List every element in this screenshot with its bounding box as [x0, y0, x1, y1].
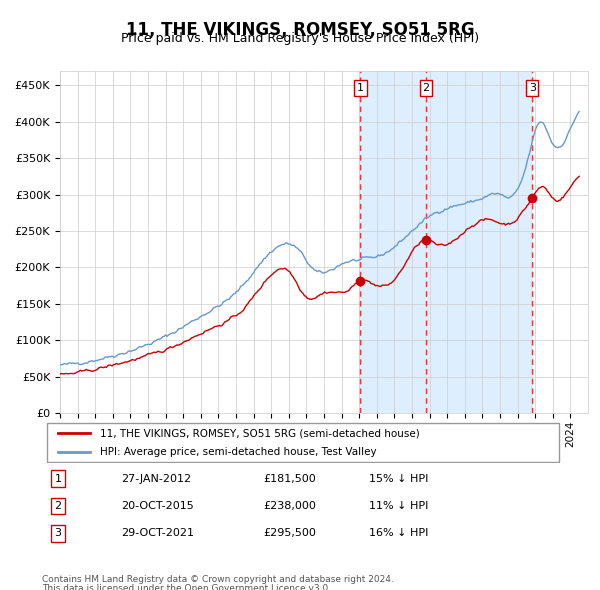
Text: 2: 2 [422, 83, 430, 93]
Text: This data is licensed under the Open Government Licence v3.0.: This data is licensed under the Open Gov… [42, 584, 331, 590]
Text: 27-JAN-2012: 27-JAN-2012 [121, 474, 191, 484]
Text: Contains HM Land Registry data © Crown copyright and database right 2024.: Contains HM Land Registry data © Crown c… [42, 575, 394, 584]
Text: 2: 2 [54, 501, 61, 511]
Text: 3: 3 [55, 528, 61, 538]
Bar [361, 71, 532, 413]
Text: 29-OCT-2021: 29-OCT-2021 [121, 528, 194, 538]
Text: 1: 1 [357, 83, 364, 93]
Text: 20-OCT-2015: 20-OCT-2015 [121, 501, 194, 511]
Text: £238,000: £238,000 [264, 501, 317, 511]
Text: 3: 3 [529, 83, 536, 93]
Text: Price paid vs. HM Land Registry's House Price Index (HPI): Price paid vs. HM Land Registry's House … [121, 32, 479, 45]
Text: HPI: Average price, semi-detached house, Test Valley: HPI: Average price, semi-detached house,… [100, 447, 377, 457]
Text: 11% ↓ HPI: 11% ↓ HPI [370, 501, 429, 511]
Text: 16% ↓ HPI: 16% ↓ HPI [370, 528, 429, 538]
Text: 11, THE VIKINGS, ROMSEY, SO51 5RG (semi-detached house): 11, THE VIKINGS, ROMSEY, SO51 5RG (semi-… [100, 428, 420, 438]
Text: 11, THE VIKINGS, ROMSEY, SO51 5RG: 11, THE VIKINGS, ROMSEY, SO51 5RG [125, 21, 475, 39]
Text: 1: 1 [55, 474, 61, 484]
FancyBboxPatch shape [47, 423, 559, 463]
Text: £181,500: £181,500 [264, 474, 317, 484]
Text: £295,500: £295,500 [264, 528, 317, 538]
Text: 15% ↓ HPI: 15% ↓ HPI [370, 474, 429, 484]
